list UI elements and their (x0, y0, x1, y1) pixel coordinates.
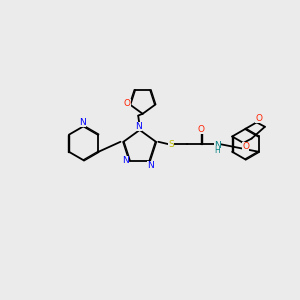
Text: H: H (214, 146, 220, 155)
Text: O: O (198, 125, 205, 134)
Text: N: N (80, 118, 86, 127)
Text: N: N (135, 122, 142, 130)
Text: O: O (242, 142, 249, 151)
Text: O: O (124, 99, 130, 108)
Text: N: N (122, 156, 129, 165)
Text: N: N (214, 141, 220, 150)
Text: N: N (147, 161, 154, 170)
Text: S: S (168, 140, 174, 148)
Text: O: O (256, 114, 262, 123)
